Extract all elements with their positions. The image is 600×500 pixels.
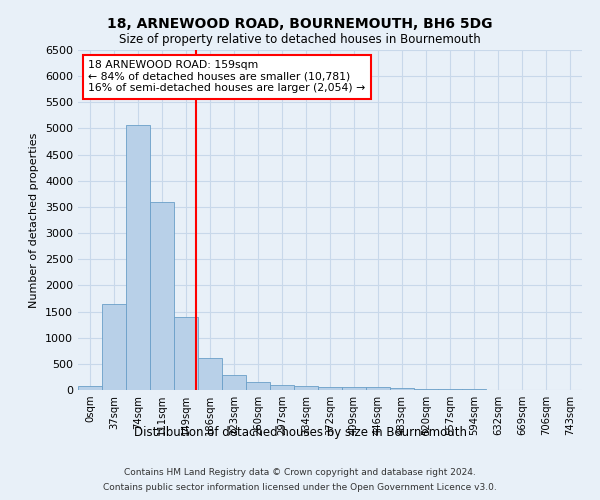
Bar <box>414 389 438 390</box>
Text: Distribution of detached houses by size in Bournemouth: Distribution of detached houses by size … <box>133 426 467 439</box>
Bar <box>390 388 414 390</box>
Bar <box>150 202 174 390</box>
Y-axis label: Number of detached properties: Number of detached properties <box>29 132 40 308</box>
Text: 18 ARNEWOOD ROAD: 159sqm
← 84% of detached houses are smaller (10,781)
16% of se: 18 ARNEWOOD ROAD: 159sqm ← 84% of detach… <box>88 60 365 94</box>
Bar <box>318 387 342 390</box>
Bar <box>198 358 222 390</box>
Bar <box>78 386 102 390</box>
Text: 18, ARNEWOOD ROAD, BOURNEMOUTH, BH6 5DG: 18, ARNEWOOD ROAD, BOURNEMOUTH, BH6 5DG <box>107 18 493 32</box>
Bar <box>366 388 390 390</box>
Text: Contains HM Land Registry data © Crown copyright and database right 2024.: Contains HM Land Registry data © Crown c… <box>124 468 476 477</box>
Bar <box>222 375 246 390</box>
Text: Contains public sector information licensed under the Open Government Licence v3: Contains public sector information licen… <box>103 483 497 492</box>
Bar <box>270 385 294 390</box>
Bar <box>246 382 270 390</box>
Bar <box>174 317 198 390</box>
Bar <box>102 304 126 390</box>
Bar <box>294 386 318 390</box>
Bar <box>342 388 366 390</box>
Bar <box>126 126 150 390</box>
Bar <box>438 389 462 390</box>
Text: Size of property relative to detached houses in Bournemouth: Size of property relative to detached ho… <box>119 32 481 46</box>
